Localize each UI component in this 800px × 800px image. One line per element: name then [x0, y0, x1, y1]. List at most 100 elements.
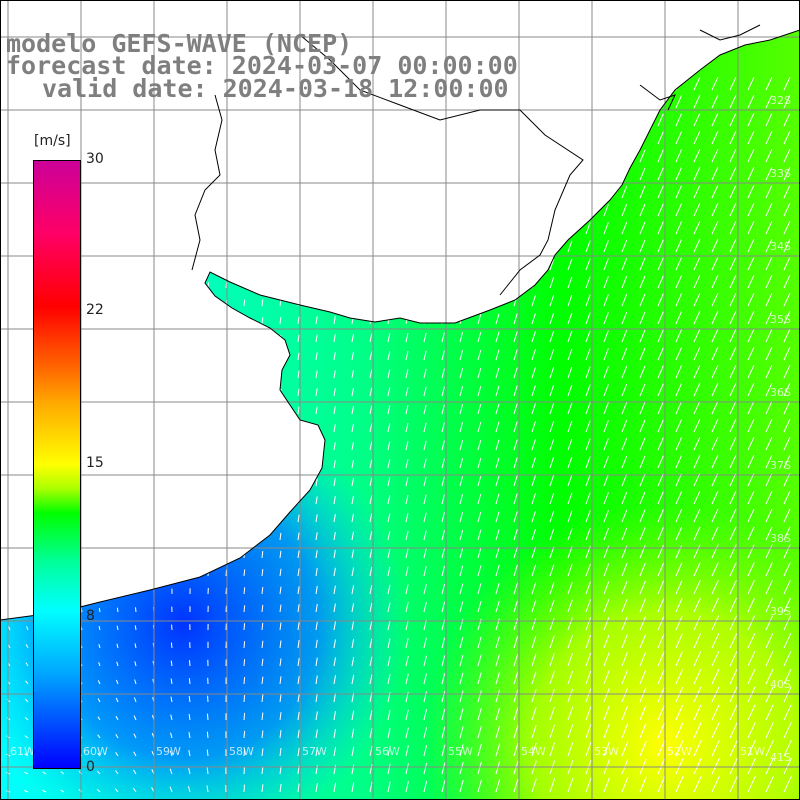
wind-arrow [315, 352, 318, 361]
wind-arrow [585, 724, 592, 739]
wind-arrow [188, 714, 191, 721]
wind-arrow [261, 730, 264, 739]
longitude-label: 52W [667, 745, 692, 758]
wind-arrow [513, 546, 518, 559]
wind-arrow [333, 118, 336, 127]
wind-arrow [279, 227, 282, 235]
wind-arrow [621, 402, 628, 415]
wind-arrow [621, 240, 628, 253]
wind-arrow [261, 551, 264, 559]
wind-arrow [729, 757, 738, 775]
wind-arrow [603, 348, 609, 361]
wind-arrow [585, 438, 591, 451]
wind-arrow [675, 526, 683, 541]
wind-arrow [405, 637, 409, 649]
wind-arrow [657, 239, 664, 253]
wind-arrow [351, 459, 354, 469]
wind-arrow [423, 744, 428, 757]
wind-arrow [513, 331, 518, 343]
wind-arrow [405, 709, 409, 721]
wind-arrow [549, 456, 555, 469]
wind-arrow [711, 257, 719, 271]
wind-arrow [657, 365, 664, 379]
wind-arrow [495, 725, 501, 739]
wind-arrow [585, 528, 591, 541]
wind-arrow [729, 221, 737, 235]
wind-arrow [315, 621, 318, 631]
wind-arrow [188, 678, 191, 685]
wind-arrow [24, 771, 29, 775]
wind-arrow [369, 369, 373, 379]
colorbar-unit: [m/s] [34, 133, 71, 149]
wind-arrow [603, 438, 609, 451]
wind-arrow [639, 329, 646, 343]
wind-arrow [603, 132, 609, 145]
wind-arrow [441, 350, 445, 361]
wind-arrow [531, 367, 536, 379]
wind-arrow [441, 458, 445, 469]
wind-arrow [747, 615, 756, 631]
wind-arrow [639, 419, 646, 433]
wind-arrow [315, 550, 318, 559]
wind-arrow [567, 474, 573, 487]
wind-arrow [783, 597, 791, 613]
wind-arrow [549, 492, 555, 505]
wind-arrow [675, 131, 682, 145]
wind-arrow [315, 532, 318, 541]
wind-arrow [549, 528, 555, 541]
wind-arrow [495, 707, 501, 721]
wind-arrow [693, 668, 702, 685]
wind-arrow [675, 509, 683, 523]
wind-arrow [243, 299, 246, 307]
wind-arrow [261, 407, 264, 415]
wind-arrow [765, 526, 773, 541]
wind-arrow [315, 478, 318, 487]
wind-arrow [333, 531, 336, 541]
wind-arrow [711, 508, 719, 523]
wind-arrow [657, 203, 664, 217]
wind-arrow [513, 241, 518, 253]
wind-arrow [60, 771, 65, 775]
wind-arrow [549, 653, 555, 667]
wind-arrow [567, 617, 573, 631]
wind-arrow [585, 474, 591, 487]
wind-arrow [675, 275, 682, 289]
wind-arrow [567, 132, 573, 145]
wind-arrow [333, 298, 336, 307]
wind-arrow [549, 724, 555, 739]
wind-arrow [747, 739, 756, 757]
wind-arrow [333, 424, 336, 433]
wind-arrow [261, 137, 264, 145]
wind-arrow [243, 766, 245, 775]
wind-arrow [585, 222, 591, 235]
wind-arrow [531, 385, 536, 397]
wind-arrow [639, 239, 646, 253]
wind-arrow [405, 745, 409, 757]
wind-arrow [765, 508, 773, 523]
wind-arrow [621, 652, 628, 667]
wind-arrow [531, 564, 537, 577]
wind-arrow [387, 441, 391, 451]
wind-arrow [729, 597, 737, 613]
wind-arrow [369, 135, 373, 145]
wind-arrow [531, 439, 536, 451]
wind-arrow [765, 651, 774, 667]
wind-arrow [621, 150, 628, 163]
wind-arrow [333, 460, 336, 469]
wind-arrow [351, 189, 354, 199]
wind-arrow [657, 580, 665, 595]
wind-arrow [513, 564, 518, 577]
wind-arrow [405, 476, 409, 487]
wind-arrow [729, 383, 737, 397]
wind-arrow [567, 599, 573, 613]
wind-arrow [243, 371, 246, 379]
wind-arrow [369, 531, 373, 541]
wind-arrow [24, 698, 29, 703]
wind-arrow [567, 204, 573, 217]
wind-arrow [207, 138, 209, 145]
wind-arrow [783, 651, 792, 667]
wind-arrow [279, 747, 282, 757]
longitude-label: 57W [302, 745, 327, 758]
wind-arrow [477, 475, 482, 487]
wind-arrow [333, 370, 336, 379]
